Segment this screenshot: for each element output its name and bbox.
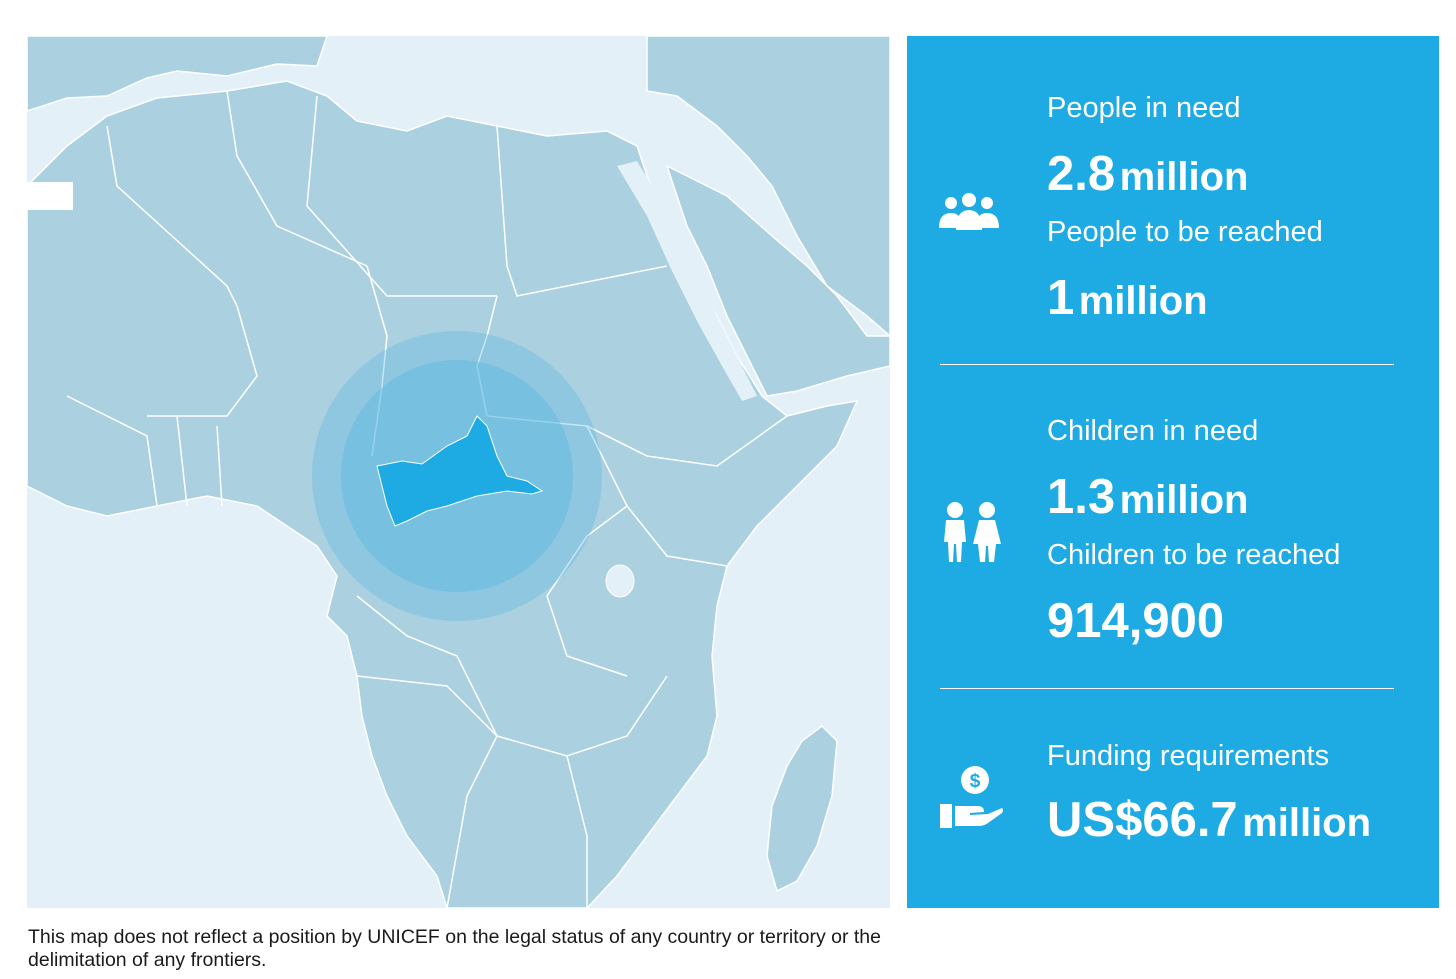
highlighted-country-car — [376, 415, 544, 527]
funding-hand-dollar-icon: $ — [940, 766, 1003, 828]
svg-text:$: $ — [970, 771, 981, 792]
funding-value: US$66.7 million — [1047, 796, 1371, 845]
map-disclaimer: This map does not reflect a position by … — [28, 926, 881, 971]
africa-map — [27, 36, 890, 908]
people-in-need-unit: million — [1119, 155, 1249, 199]
humanitarian-stats-panel: People in need 2.8 million People to be … — [907, 36, 1439, 908]
people-reached-label: People to be reached — [1047, 216, 1323, 248]
children-reached-number: 914,900 — [1047, 594, 1225, 648]
people-reached-unit: million — [1078, 279, 1208, 323]
children-in-need-value: 1.3 million — [1047, 473, 1248, 522]
map-white-patch — [27, 182, 73, 210]
red-sea — [617, 161, 757, 401]
funding-unit: million — [1242, 801, 1372, 845]
funding-number: US$66.7 — [1047, 793, 1238, 847]
map-svg — [27, 36, 890, 908]
section-divider — [940, 688, 1394, 689]
people-in-need-label: People in need — [1047, 92, 1241, 124]
landmass-arabia — [665, 164, 890, 397]
landmass-europe-fragment — [27, 36, 328, 112]
funding-label: Funding requirements — [1047, 740, 1330, 772]
children-in-need-unit: million — [1119, 478, 1249, 522]
section-divider — [940, 364, 1394, 365]
children-reached-label: Children to be reached — [1047, 539, 1341, 571]
people-reached-number: 1 — [1047, 271, 1075, 325]
people-in-need-value: 2.8 million — [1047, 150, 1248, 199]
people-reached-value: 1 million — [1047, 274, 1208, 323]
landmass-madagascar — [766, 725, 838, 893]
people-group-icon — [939, 193, 999, 230]
children-in-need-number: 1.3 — [1047, 470, 1116, 524]
country-borders — [66, 90, 788, 908]
people-in-need-number: 2.8 — [1047, 147, 1116, 201]
children-icon — [944, 502, 1001, 562]
lake-victoria — [605, 564, 635, 598]
children-in-need-label: Children in need — [1047, 415, 1259, 447]
children-reached-value: 914,900 — [1047, 597, 1224, 646]
landmass-middle-east — [646, 36, 890, 337]
